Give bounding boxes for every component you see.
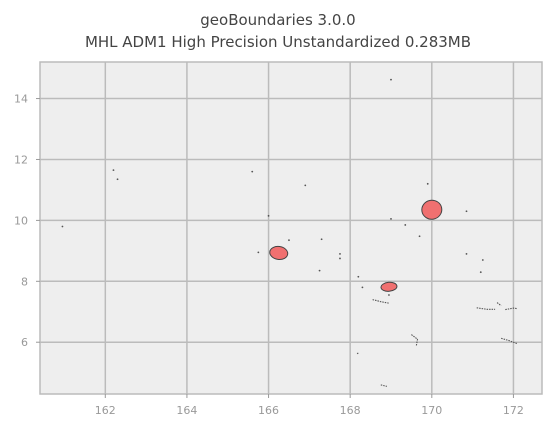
islet-mark (320, 238, 323, 241)
islet-mark (390, 217, 392, 220)
x-axis-ticks: 162 164 166 168 170 172 (95, 394, 524, 417)
islet-mark (357, 275, 360, 278)
x-tick-label: 172 (503, 404, 524, 417)
islet-mark (465, 252, 468, 255)
atoll-chain (380, 384, 388, 387)
atoll-chain (496, 302, 502, 307)
islet-mark (251, 170, 254, 173)
x-tick-label: 164 (176, 404, 197, 417)
atoll-chain (372, 299, 390, 304)
islet-mark (390, 78, 392, 81)
y-tick-label: 8 (21, 275, 28, 288)
chart-subtitle: MHL ADM1 High Precision Unstandardized 0… (84, 33, 472, 51)
atoll-polygon (380, 281, 398, 292)
islet-mark (361, 286, 364, 289)
x-tick-label: 170 (421, 404, 442, 417)
plot-area (39, 61, 543, 395)
y-tick-label: 14 (14, 93, 28, 106)
y-tick-label: 10 (14, 214, 28, 227)
x-tick-label: 168 (340, 404, 361, 417)
islet-mark (404, 224, 407, 226)
islet-mark (116, 178, 119, 181)
atoll-chain (476, 307, 496, 310)
islet-mark (61, 225, 64, 228)
islet-mark (267, 214, 270, 217)
grid (40, 62, 542, 394)
atoll-polygon (269, 245, 289, 261)
map-features (61, 78, 518, 387)
islet-mark (426, 182, 429, 185)
islet-mark (479, 271, 482, 274)
x-tick-label: 166 (258, 404, 279, 417)
islet-mark (339, 257, 341, 260)
islet-mark (465, 210, 468, 213)
islet-mark (318, 269, 321, 272)
islet-mark (288, 239, 290, 242)
x-tick-label: 162 (95, 404, 116, 417)
islet-mark (257, 251, 260, 254)
islet-mark (388, 294, 390, 296)
islet-mark (418, 235, 421, 238)
islet-mark (304, 184, 307, 187)
atoll-chain (355, 352, 359, 355)
y-tick-label: 12 (14, 153, 28, 166)
islet-mark (481, 259, 484, 261)
y-tick-label: 6 (21, 336, 28, 349)
chart-title: geoBoundaries 3.0.0 (200, 11, 356, 29)
atoll-chain (501, 337, 518, 345)
islet-mark (112, 169, 115, 172)
atoll-chain (411, 334, 419, 346)
atoll-chain (505, 307, 518, 311)
y-axis-ticks: 6 8 10 12 14 (14, 93, 40, 349)
islet-mark (339, 252, 341, 255)
atoll-polygon (421, 199, 443, 220)
